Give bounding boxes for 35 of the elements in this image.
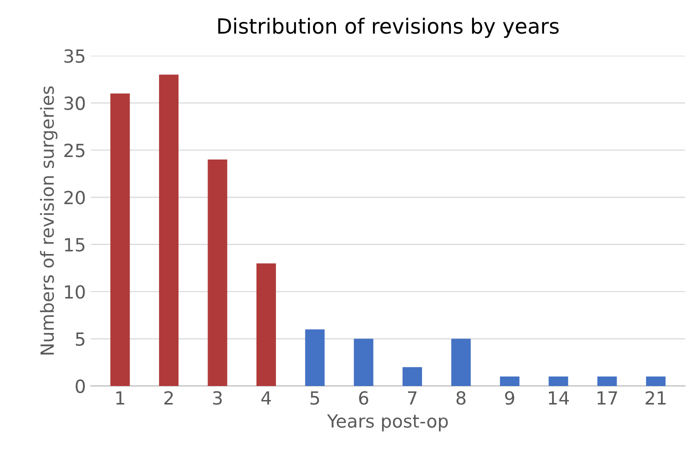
y-axis-title: Numbers of revision surgeries — [40, 86, 58, 354]
bar — [256, 263, 276, 386]
x-tick-label: 17 — [598, 391, 618, 405]
y-tick-label: 5 — [76, 332, 84, 346]
x-tick-label: 14 — [548, 391, 569, 405]
bar — [402, 367, 422, 386]
x-tick-label: 2 — [164, 391, 173, 405]
y-tick-label: 30 — [64, 96, 85, 110]
bar — [500, 376, 520, 386]
bar — [110, 94, 130, 386]
x-tick-label: 9 — [505, 391, 514, 405]
y-tick-label: 35 — [64, 49, 84, 63]
x-axis-title: Years post-op — [327, 414, 448, 432]
x-tick-label: 7 — [408, 391, 416, 405]
x-tick-label: 3 — [213, 391, 222, 405]
y-tick-label: 20 — [64, 190, 85, 204]
x-tick-label: 1 — [116, 391, 124, 405]
bar — [159, 74, 179, 386]
x-tick-label: 4 — [261, 391, 271, 405]
x-tick-label: 5 — [310, 391, 320, 405]
x-tick-label: 8 — [456, 391, 466, 405]
y-tick-label: 15 — [65, 238, 84, 252]
bar — [208, 160, 228, 386]
bar — [646, 376, 666, 386]
bar — [354, 338, 374, 386]
bar — [305, 329, 325, 386]
chart-title: Distribution of revisions by years — [218, 18, 559, 38]
x-tick-label: 21 — [646, 391, 666, 405]
x-tick-label: 6 — [359, 391, 368, 405]
y-tick-label: 10 — [65, 285, 85, 299]
y-tick-label: 25 — [64, 144, 84, 158]
y-tick-label: 0 — [76, 379, 85, 394]
bar — [451, 338, 471, 386]
bar — [548, 376, 568, 386]
bar — [597, 376, 617, 386]
